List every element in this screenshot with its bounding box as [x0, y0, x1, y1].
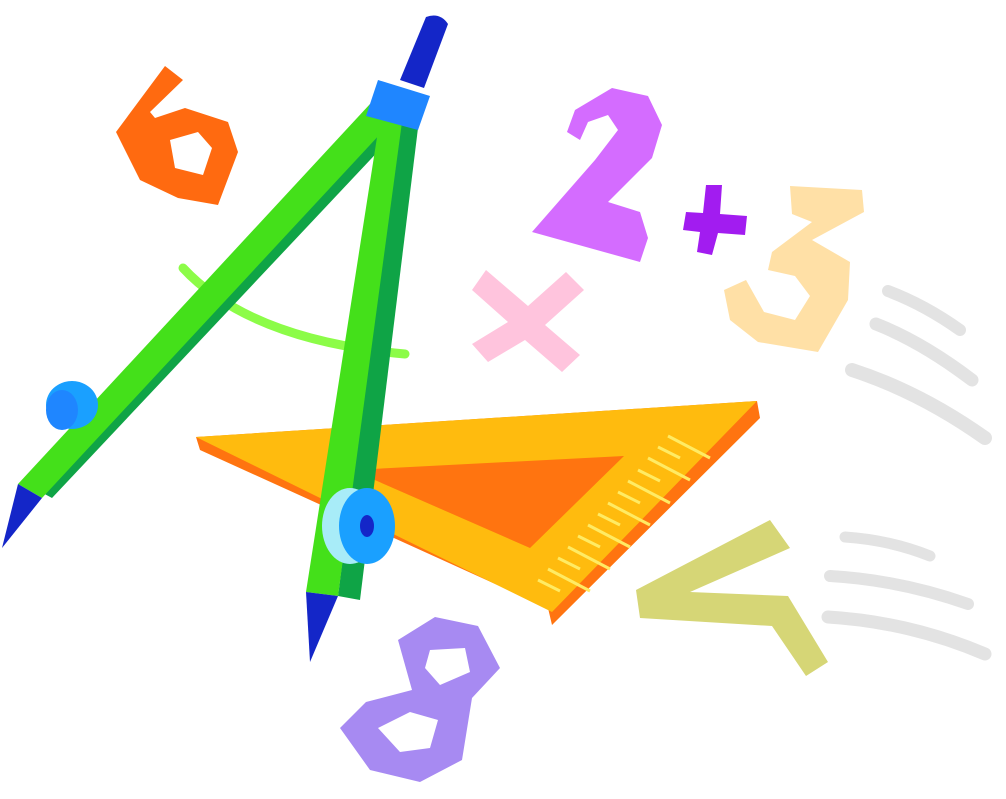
compass-left-knob-shade — [46, 390, 78, 430]
compass — [2, 15, 448, 662]
digit-two — [532, 88, 662, 262]
compass-left-pencil — [2, 484, 42, 548]
plus-sign-shape — [683, 185, 747, 255]
digit-eight — [340, 617, 500, 782]
digit-seven-shape — [636, 520, 828, 676]
digit-two-shape — [532, 88, 662, 262]
digit-three — [724, 186, 864, 352]
speed-line — [882, 285, 966, 336]
digit-eight-shape — [340, 617, 500, 782]
digit-six — [116, 66, 238, 205]
speed-line — [845, 363, 992, 445]
times-sign — [472, 270, 584, 372]
speed-line — [821, 610, 992, 661]
plus-sign — [683, 185, 747, 255]
speed-lines — [821, 285, 992, 661]
compass-head — [366, 80, 430, 130]
compass-right-leg — [306, 118, 402, 596]
digit-seven — [636, 520, 828, 676]
digit-six-shape — [116, 66, 238, 205]
times-sign-shape — [472, 270, 584, 372]
speed-line — [869, 317, 979, 387]
compass-screw-hole — [360, 515, 374, 537]
compass-handle — [400, 15, 448, 88]
compass-right-pencil — [306, 592, 338, 662]
digit-three-shape — [724, 186, 864, 352]
speed-line — [839, 531, 936, 562]
compass-left-leg — [18, 104, 395, 498]
compass-right-leg-dark — [338, 124, 418, 600]
ruler-marks — [537, 434, 711, 593]
speed-line — [824, 570, 974, 610]
